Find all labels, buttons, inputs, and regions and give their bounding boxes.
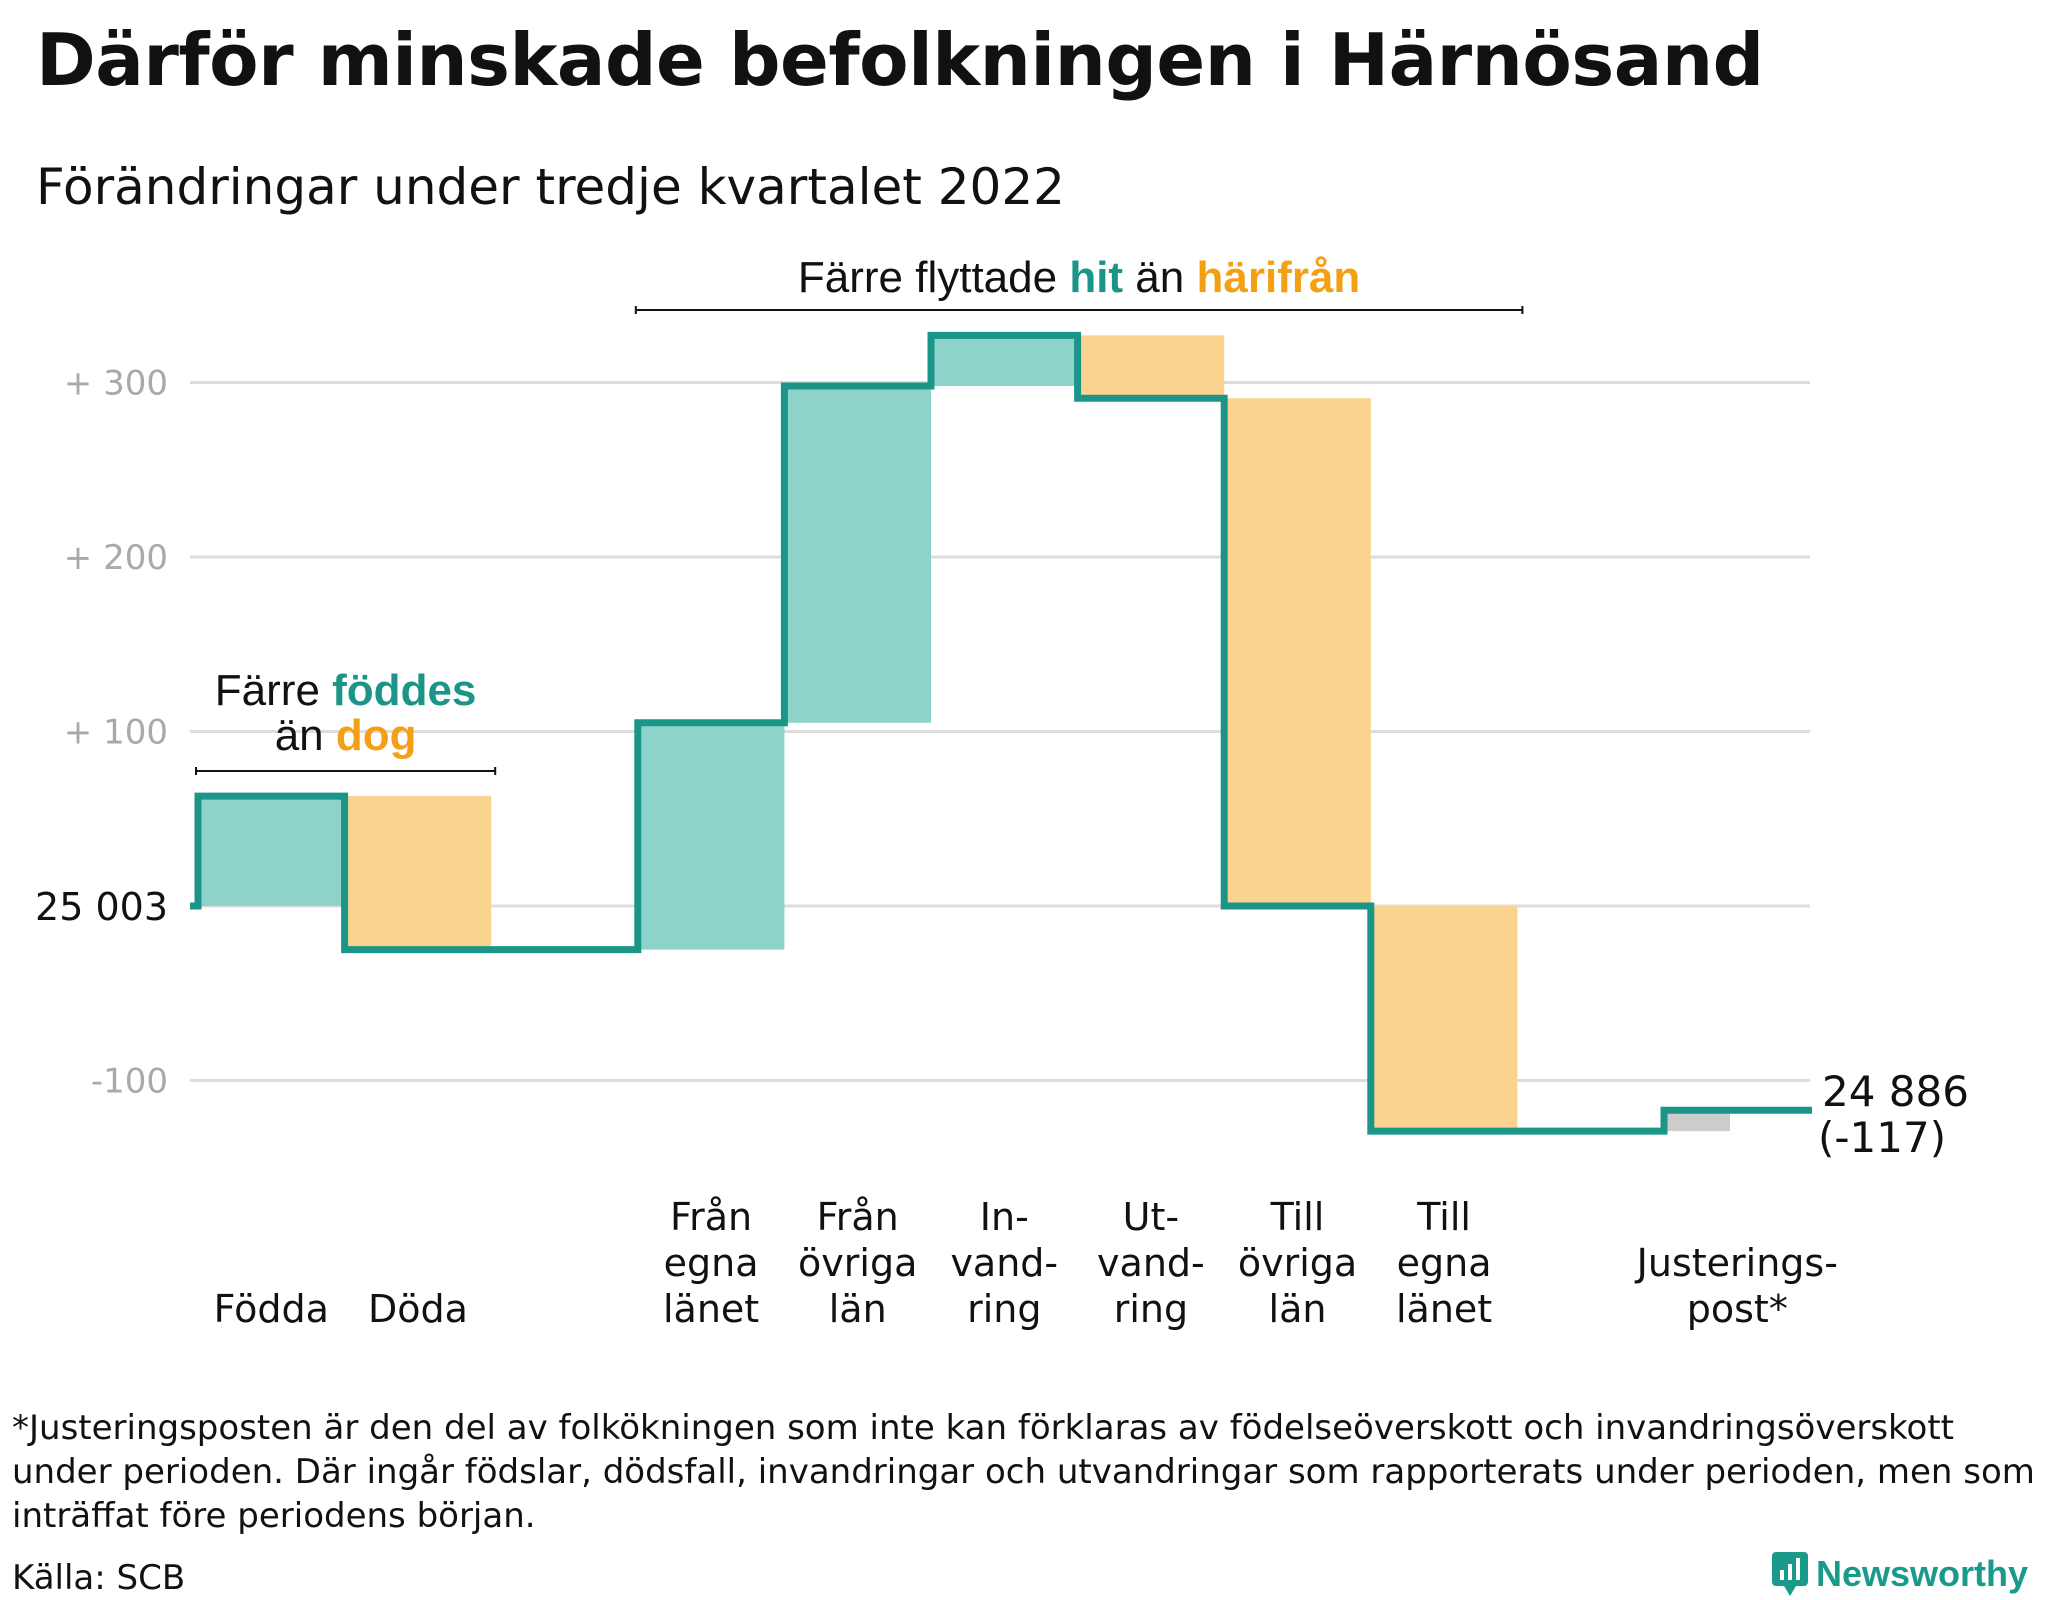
category-label: Justerings-: [1635, 1241, 1838, 1285]
category-label: länet: [1396, 1287, 1492, 1331]
category-label: egna: [1397, 1241, 1492, 1285]
category-label: In-: [980, 1195, 1029, 1239]
category-label: Från: [670, 1195, 752, 1239]
annotation-births-deaths-line2: än dog: [275, 711, 417, 760]
category-label: Födda: [214, 1287, 329, 1331]
category-label: post*: [1687, 1287, 1788, 1331]
brand-logo: Newsworthy: [1772, 1552, 2028, 1596]
category-label: övriga: [1238, 1241, 1357, 1285]
category-label: Från: [817, 1195, 899, 1239]
waterfall-chart: + 300 + 200 + 100 -100 25 003 24 886(-117) Föd…: [35, 253, 1969, 1331]
category-label: Till: [1270, 1195, 1325, 1239]
annotation-migration: Färre flyttade hit än härifrån: [798, 253, 1360, 302]
category-label: övriga: [798, 1241, 917, 1285]
waterfall-bar: [198, 796, 345, 906]
waterfall-bar: [1370, 906, 1518, 1132]
start-value-label: 25 003: [35, 885, 168, 929]
end-value-label: 24 886: [1822, 1067, 1969, 1116]
y-tick-label: + 300: [64, 364, 168, 404]
brand-name: Newsworthy: [1816, 1553, 2029, 1594]
category-label: län: [1269, 1287, 1327, 1331]
waterfall-bar: [1664, 1110, 1730, 1132]
category-label: län: [829, 1287, 887, 1331]
category-label: Till: [1416, 1195, 1471, 1239]
category-label: Ut-: [1123, 1195, 1179, 1239]
waterfall-bar: [344, 796, 492, 950]
waterfall-bar: [1077, 335, 1225, 399]
end-change-label: (-117): [1818, 1113, 1946, 1162]
category-label: ring: [1114, 1287, 1188, 1331]
waterfall-bar: [637, 722, 785, 950]
chart-subtitle: Förändringar under tredje kvartalet 2022: [36, 158, 1065, 216]
annotation-births-deaths: Färre föddes: [215, 666, 477, 715]
source-label: Källa: SCB: [12, 1558, 186, 1598]
y-tick-label: + 100: [64, 713, 168, 753]
waterfall-bar: [931, 335, 1078, 386]
chart-title: Därför minskade befolkningen i Härnösand: [36, 18, 1764, 102]
y-tick-label: + 200: [64, 538, 168, 578]
waterfall-bar: [784, 385, 931, 723]
waterfall-bar: [1224, 398, 1371, 906]
category-label: Döda: [368, 1287, 468, 1331]
y-tick-label: -100: [91, 1062, 168, 1102]
category-label: vand-: [1097, 1241, 1205, 1285]
category-label: länet: [663, 1287, 759, 1331]
category-label: vand-: [950, 1241, 1058, 1285]
category-label: egna: [664, 1241, 759, 1285]
category-label: ring: [967, 1287, 1041, 1331]
newsworthy-chart-icon: [1772, 1552, 1808, 1596]
population-step-line: [190, 331, 1812, 1135]
footnote: *Justeringsposten är den del av folkökni…: [12, 1408, 2035, 1536]
